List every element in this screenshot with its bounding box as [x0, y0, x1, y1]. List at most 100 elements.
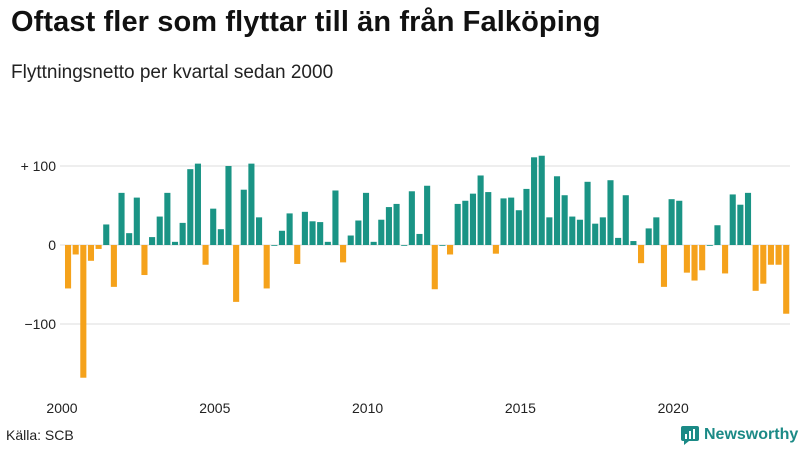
- bar: [233, 245, 240, 302]
- bar: [126, 233, 133, 245]
- bar: [179, 222, 186, 245]
- bar: [485, 192, 492, 245]
- bar: [187, 169, 194, 245]
- bar: [737, 204, 744, 245]
- bar: [638, 245, 645, 264]
- bar: [294, 245, 301, 264]
- bar: [301, 211, 308, 245]
- bar: [286, 213, 293, 245]
- bar: [217, 229, 224, 245]
- chart-logo-icon: [681, 426, 699, 445]
- bar: [722, 245, 729, 274]
- bar: [744, 192, 752, 245]
- bar: [767, 245, 774, 265]
- bar: [676, 200, 683, 245]
- bar: [248, 163, 255, 245]
- bar: [149, 237, 156, 245]
- bar: [576, 219, 583, 245]
- x-tick-label: 2010: [352, 400, 383, 416]
- y-axis-ticks: + 100 0 −100: [21, 158, 57, 332]
- bar: [141, 245, 148, 276]
- x-tick-label: 2015: [505, 400, 536, 416]
- bar: [317, 222, 324, 245]
- bar: [65, 245, 72, 289]
- bar: [622, 195, 629, 245]
- y-tick-label: −100: [24, 316, 56, 332]
- bar: [515, 210, 522, 245]
- bar: [546, 217, 553, 245]
- bar: [210, 208, 217, 245]
- bar: [416, 233, 423, 245]
- bar: [462, 200, 469, 245]
- bar: [607, 180, 614, 245]
- bar: [706, 245, 713, 246]
- bar: [431, 245, 438, 290]
- bar: [340, 245, 347, 263]
- bar: [447, 245, 454, 255]
- bar: [263, 245, 270, 289]
- bar: [454, 203, 461, 245]
- bar: [645, 228, 652, 245]
- bar: [309, 221, 316, 245]
- bar: [592, 223, 599, 245]
- newsworthy-logo[interactable]: Newsworthy: [680, 425, 798, 445]
- bar: [477, 175, 484, 245]
- bar: [80, 245, 87, 378]
- bar: [171, 241, 179, 245]
- bar: [393, 203, 400, 245]
- bar: [401, 245, 408, 246]
- bar: [500, 198, 507, 245]
- bar: [194, 163, 201, 245]
- bar: [523, 188, 530, 245]
- bar: [492, 245, 499, 254]
- bar: [332, 190, 339, 245]
- bar: [683, 245, 690, 273]
- bar: [615, 237, 622, 245]
- brand-name: Newsworthy: [704, 426, 799, 443]
- bar: [660, 245, 668, 287]
- bar: [87, 245, 95, 261]
- bar: [599, 217, 606, 245]
- bar: [424, 185, 431, 245]
- bar: [714, 225, 721, 245]
- bar: [385, 207, 392, 245]
- bar: [133, 197, 140, 245]
- source-note: Källa: SCB: [6, 427, 74, 443]
- bar: [118, 192, 125, 245]
- bar: [72, 245, 79, 255]
- x-axis-ticks: 2000 2005 2010 2015 2020: [46, 400, 689, 416]
- bar: [378, 219, 385, 245]
- bar: [256, 217, 263, 245]
- bar: [653, 217, 660, 245]
- bar: [355, 220, 362, 245]
- bar: [103, 224, 110, 245]
- bar: [760, 245, 767, 284]
- bar: [783, 245, 790, 314]
- x-tick-label: 2005: [199, 400, 230, 416]
- bar: [362, 192, 370, 245]
- bar: [538, 155, 545, 245]
- chart-title: Oftast fler som flyttar till än från Fal…: [11, 6, 601, 38]
- bar: [775, 245, 782, 265]
- bar: [752, 245, 759, 291]
- bar: [156, 216, 163, 245]
- bar: [110, 245, 117, 287]
- bar: [271, 245, 278, 246]
- bar: [561, 195, 568, 245]
- bar: [164, 192, 171, 245]
- x-tick-label: 2000: [46, 400, 77, 416]
- bar: [469, 193, 477, 245]
- bar: [408, 191, 415, 245]
- bar: [439, 245, 446, 246]
- bar: [584, 181, 591, 245]
- bar: [508, 197, 515, 245]
- y-tick-label: 0: [48, 237, 56, 253]
- bar: [729, 194, 736, 245]
- bar: [699, 245, 706, 271]
- y-tick-label: + 100: [21, 158, 57, 174]
- bar: [202, 245, 209, 265]
- bar: [225, 166, 232, 245]
- bar: [630, 241, 637, 245]
- bar: [278, 230, 286, 245]
